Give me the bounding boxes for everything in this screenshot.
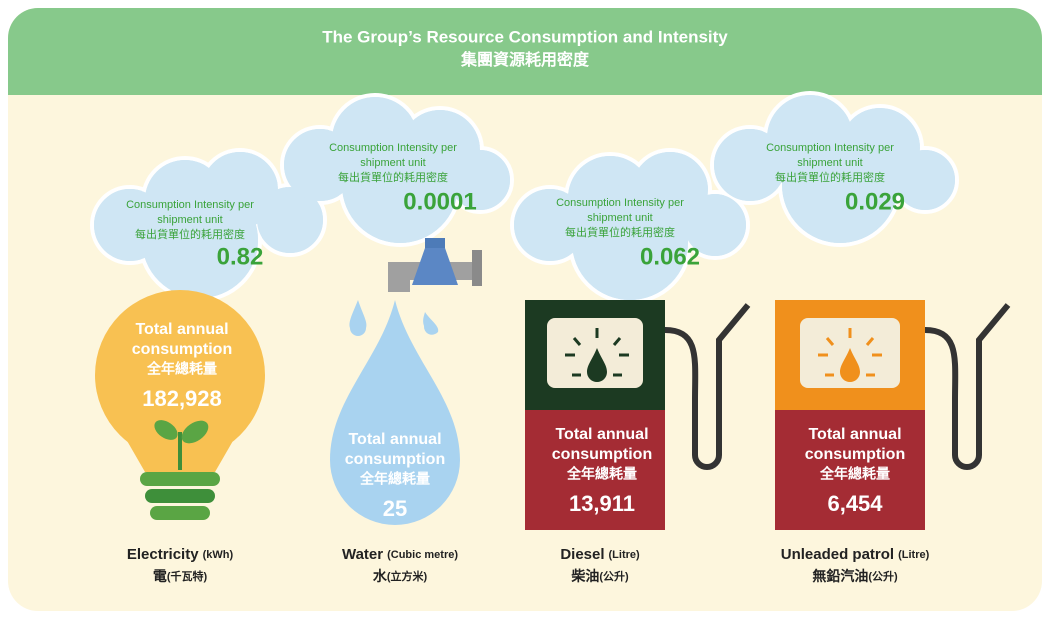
intensity-label: shipment unit (360, 157, 425, 169)
intensity-label: 每出貨單位的耗用密度 (338, 170, 448, 184)
infographic: The Group’s Resource Consumption and Int… (0, 0, 1050, 619)
intensity-label: shipment unit (587, 212, 652, 224)
resource-name: Water (Cubic metre) (342, 546, 458, 563)
unit-zh: (公升) (599, 569, 629, 583)
resource-name-zh: 柴油(公升) (570, 568, 629, 584)
total-value: 13,911 (569, 491, 635, 516)
total-label: Total annual (348, 431, 441, 448)
unit: (Cubic metre) (387, 549, 458, 561)
resource-name: Diesel (Litre) (560, 546, 640, 563)
total-label: Total annual (808, 426, 901, 443)
intensity-label: Consumption Intensity per (556, 197, 684, 209)
total-label: consumption (552, 446, 652, 463)
unit-zh: (千瓦特) (167, 569, 208, 583)
intensity-label: Consumption Intensity per (329, 142, 457, 154)
name: Electricity (127, 546, 199, 563)
total-label: Total annual (135, 321, 228, 338)
subtitle: 集團資源耗用密度 (460, 50, 590, 69)
resource-name-zh: 無鉛汽油(公升) (812, 568, 898, 584)
total-label: 全年總耗量 (359, 471, 430, 487)
total-label: 全年總耗量 (146, 361, 217, 377)
unit: (kWh) (203, 549, 234, 561)
total-label: consumption (805, 446, 905, 463)
intensity-label: shipment unit (797, 157, 862, 169)
resource-name: Unleaded patrol (Litre) (781, 546, 930, 563)
resource-name-zh: 水(立方米) (373, 568, 428, 584)
name: Diesel (560, 546, 604, 563)
title: The Group’s Resource Consumption and Int… (322, 27, 728, 46)
intensity-value: 0.0001 (403, 188, 476, 215)
intensity-label: shipment unit (157, 214, 222, 226)
resource-name: Electricity (kWh) (127, 546, 234, 563)
total-value: 182,928 (142, 386, 222, 411)
intensity-value: 0.062 (640, 243, 700, 270)
intensity-label: 每出貨單位的耗用密度 (565, 225, 675, 239)
total-label: 全年總耗量 (819, 466, 890, 482)
name: Water (342, 546, 383, 563)
name-zh: 電 (153, 568, 167, 584)
intensity-label: Consumption Intensity per (766, 142, 894, 154)
total-value: 6,454 (827, 491, 883, 516)
unit-zh: (公升) (868, 569, 898, 583)
total-label: consumption (132, 341, 232, 358)
intensity-value: 0.029 (845, 188, 905, 215)
intensity-label: Consumption Intensity per (126, 199, 254, 211)
unit-zh: (立方米) (387, 569, 428, 583)
name-zh: 無鉛汽油 (812, 568, 868, 584)
name-zh: 柴油 (570, 568, 599, 584)
intensity-value: 0.82 (217, 243, 264, 270)
total-label: consumption (345, 451, 445, 468)
name-zh: 水 (373, 568, 388, 584)
intensity-label: 每出貨單位的耗用密度 (775, 170, 885, 184)
total-label: 全年總耗量 (566, 466, 637, 482)
unit: (Litre) (609, 549, 641, 561)
total-label: Total annual (555, 426, 648, 443)
intensity-label: 每出貨單位的耗用密度 (135, 227, 245, 241)
unit: (Litre) (898, 549, 930, 561)
total-value: 25 (383, 496, 407, 521)
name: Unleaded patrol (781, 546, 894, 563)
resource-name-zh: 電(千瓦特) (153, 568, 208, 584)
